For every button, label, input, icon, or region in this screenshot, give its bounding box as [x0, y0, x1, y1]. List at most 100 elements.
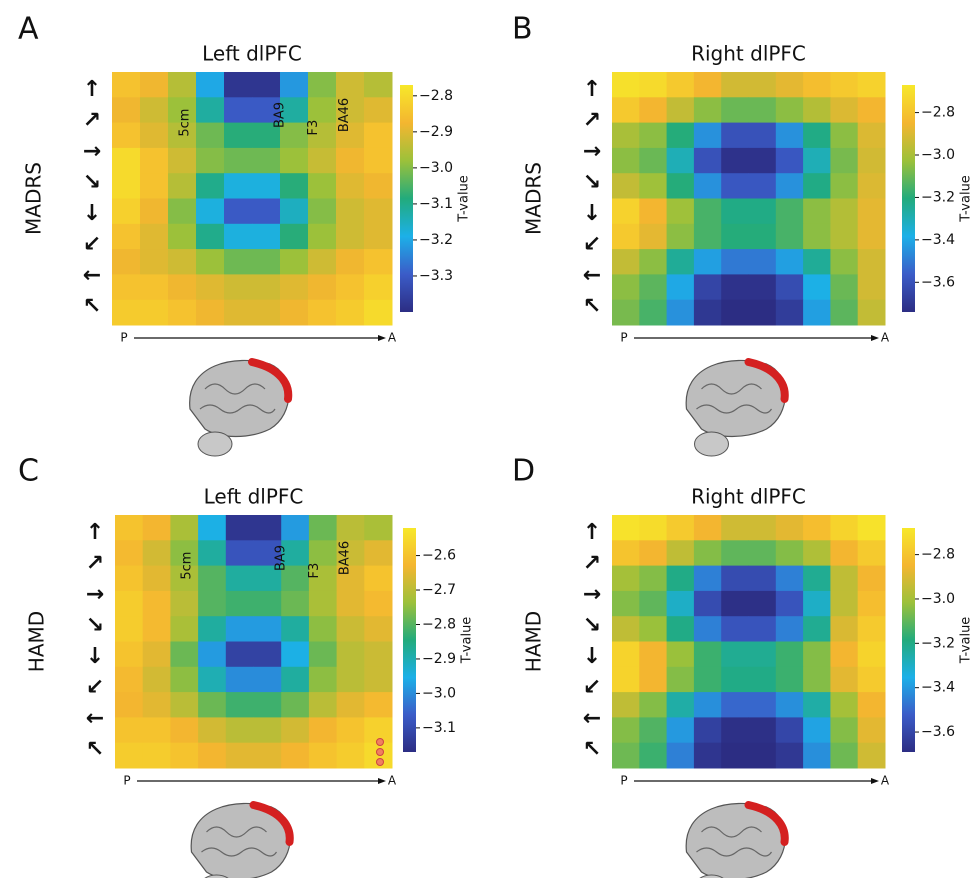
heatmap-cell — [693, 274, 722, 301]
heatmap-cell — [253, 641, 282, 668]
y-axis-label: HAMD — [522, 611, 546, 672]
heatmap-cell — [803, 72, 831, 98]
y-category-label: ↑ — [83, 77, 101, 102]
heatmap-cell — [830, 223, 859, 250]
heatmap-cell — [168, 97, 197, 124]
heatmap-cell — [115, 692, 144, 718]
heatmap-cell — [253, 565, 282, 592]
heatmap-cell — [857, 198, 886, 225]
heatmap-cell — [115, 515, 144, 541]
heatmap-cell — [196, 122, 225, 149]
heatmap-cell — [253, 590, 282, 617]
y-category-label: ↘ — [583, 170, 601, 195]
heatmap-cell — [803, 198, 831, 225]
heatmap-cell — [748, 641, 777, 668]
y-category-label: ↓ — [86, 644, 104, 669]
y-category-label: ↗ — [83, 108, 101, 133]
heatmap-cell — [830, 122, 859, 149]
heatmap-cell — [225, 515, 254, 541]
heatmap-cell — [721, 641, 749, 668]
heatmap-cell — [803, 692, 831, 718]
y-category-label: ↓ — [83, 201, 101, 226]
heatmap-cell — [693, 97, 722, 124]
heatmap-cell — [170, 717, 199, 744]
heatmap-cell — [252, 249, 281, 275]
heatmap-cell — [639, 540, 668, 567]
heatmap-cell — [225, 616, 254, 642]
heatmap-cell — [803, 147, 831, 174]
y-axis-label: HAMD — [25, 611, 49, 672]
heatmap-cell — [803, 666, 831, 693]
heatmap-cell — [336, 540, 365, 567]
heatmap-cell — [281, 540, 310, 567]
heatmap-cell — [364, 616, 393, 642]
heatmap-cell — [336, 590, 365, 617]
heatmap-cell — [170, 666, 199, 693]
heatmap-cell — [224, 249, 253, 275]
heatmap-cell — [775, 590, 804, 617]
heatmap-cell — [775, 717, 804, 744]
heatmap-cell — [364, 97, 393, 124]
heatmap-cell — [225, 565, 254, 592]
heatmap-cell — [280, 274, 309, 301]
heatmap-cell — [168, 274, 197, 301]
colorbar-tick-label: −3.2 — [921, 635, 955, 651]
heatmap-cell — [666, 565, 695, 592]
heatmap-cell — [612, 198, 640, 225]
heatmap-cell — [225, 742, 254, 769]
heatmap-cell — [721, 565, 749, 592]
heatmap-cell — [612, 742, 640, 769]
heatmap-cell — [252, 299, 281, 326]
heatmap-cell — [803, 742, 831, 769]
x-start-label: P — [620, 774, 627, 788]
heatmap-cell — [198, 666, 227, 693]
heatmap-cell — [830, 147, 859, 174]
heatmap-cell — [196, 223, 225, 250]
heatmap-cell — [253, 616, 282, 642]
heatmap-cell — [336, 515, 365, 541]
heatmap-cell — [308, 515, 338, 541]
colorbar — [902, 85, 915, 312]
y-category-label: ↙ — [583, 675, 601, 700]
heatmap-cell — [612, 641, 640, 668]
panel-title: Left dlPFC — [202, 42, 302, 66]
heatmap-cell — [140, 173, 169, 199]
x-end-label: A — [388, 331, 397, 345]
heatmap-cell — [748, 565, 777, 592]
heatmap-cell — [336, 122, 365, 149]
heatmap-cell — [803, 565, 831, 592]
heatmap-cell — [612, 692, 640, 718]
heatmap-cell — [225, 717, 254, 744]
heatmap-cell — [775, 249, 804, 275]
heatmap-cell — [612, 540, 640, 567]
heatmap-cell — [196, 147, 225, 174]
heatmap-cell — [721, 223, 749, 250]
colorbar-tick-label: −2.8 — [921, 547, 955, 563]
x-start-label: P — [123, 774, 130, 788]
heatmap-cell — [803, 122, 831, 149]
heatmap-cell — [693, 590, 722, 617]
colorbar-label: T-value — [460, 617, 475, 665]
heatmap-cell — [225, 666, 254, 693]
heatmap-cell — [364, 515, 393, 541]
heatmap-cell — [140, 97, 169, 124]
heatmap-cell — [224, 122, 253, 149]
heatmap-cell — [830, 565, 859, 592]
y-category-label: ↓ — [583, 644, 601, 669]
heatmap-cell — [857, 122, 886, 149]
heatmap-cell — [224, 173, 253, 199]
heatmap-cell — [748, 299, 777, 326]
heatmap-cell — [612, 616, 640, 642]
y-axis-label: MADRS — [22, 162, 46, 235]
heatmap-cell — [281, 692, 310, 718]
heatmap-cell — [364, 122, 393, 149]
heatmap-cell — [721, 72, 749, 98]
heatmap-cell — [336, 742, 365, 769]
heatmap-cell — [308, 198, 337, 225]
heatmap-cell — [830, 249, 859, 275]
heatmap-cell — [612, 274, 640, 301]
heatmap-cell — [112, 147, 141, 174]
heatmap-cell — [693, 616, 722, 642]
heatmap-cell — [666, 299, 695, 326]
heatmap-cell — [721, 692, 749, 718]
